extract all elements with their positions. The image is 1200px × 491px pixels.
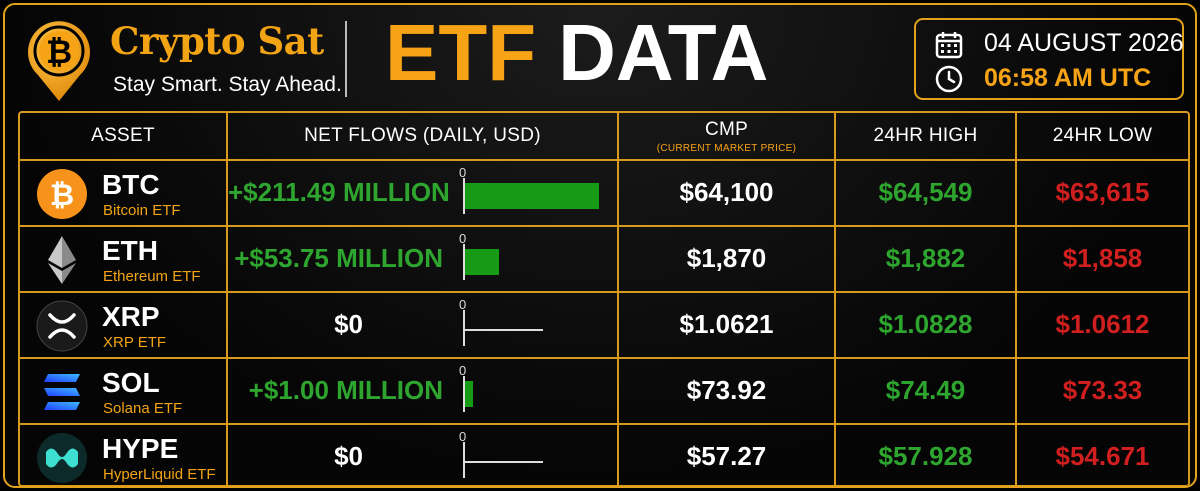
bitcoin-icon: ₿ — [37, 169, 87, 219]
asset-ticker: SOL — [102, 367, 160, 398]
col-divider — [226, 113, 228, 485]
net-flow-value: $0 — [334, 441, 363, 471]
net-flow-value: +$53.75 MILLION — [234, 243, 443, 273]
xrp-icon — [36, 300, 88, 352]
bar-axis — [463, 178, 465, 214]
table-row: ₿ BTC Bitcoin ETF +$211.49 MILLION 0 $64… — [20, 161, 1188, 227]
etf-data-panel: ₿ Crypto Sat Stay Smart. Stay Ahead. ETF… — [3, 3, 1197, 488]
zero-label: 0 — [459, 363, 467, 378]
high-value: $1.0828 — [878, 309, 973, 339]
table-row: XRP XRP ETF $0 0 $1.0621 $1.0828 $1.0612 — [20, 293, 1188, 359]
row-divider — [20, 357, 1188, 359]
zero-label: 0 — [459, 165, 467, 180]
net-flow-value: +$211.49 MILLION — [228, 177, 450, 207]
etf-table: ASSET NET FLOWS (DAILY, USD) CMP (CURREN… — [18, 111, 1190, 486]
header-net-flows: NET FLOWS (DAILY, USD) — [304, 125, 541, 146]
col-divider — [834, 113, 836, 485]
table-row: HYPE HyperLiquid ETF $0 0 $57.27 $57.928… — [20, 425, 1188, 486]
asset-name: Solana ETF — [103, 400, 183, 417]
clock-icon — [935, 65, 963, 93]
low-value: $1.0612 — [1055, 309, 1150, 339]
header-cmp: CMP (CURRENT MARKET PRICE) — [619, 113, 834, 159]
row-divider — [20, 423, 1188, 425]
asset-ticker: BTC — [102, 169, 160, 200]
header-24hr-low: 24HR LOW — [1052, 125, 1153, 146]
asset-name: Bitcoin ETF — [103, 202, 181, 219]
low-value: $1,858 — [1062, 243, 1143, 273]
header-asset: ASSET — [91, 125, 155, 146]
svg-text:₿: ₿ — [50, 178, 74, 213]
cmp-value: $1,870 — [686, 243, 767, 273]
calendar-icon — [935, 32, 963, 59]
svg-text:₿: ₿ — [46, 33, 72, 71]
cmp-value: $57.27 — [686, 441, 767, 471]
bar-axis — [463, 310, 465, 346]
title-etf: ETF — [385, 8, 537, 97]
zero-label: 0 — [459, 297, 467, 312]
bar-baseline — [463, 329, 543, 331]
hyperliquid-icon — [37, 433, 87, 483]
cmp-value: $73.92 — [686, 375, 767, 405]
asset-ticker: XRP — [102, 301, 160, 332]
bar-baseline — [463, 461, 543, 463]
time-text: 06:58 AM UTC — [984, 64, 1152, 92]
net-flow-bar — [465, 183, 599, 209]
row-divider — [20, 225, 1188, 227]
net-flow-value: +$1.00 MILLION — [248, 375, 443, 405]
brand-name: Crypto Sat — [110, 19, 324, 63]
header-24hr-high: 24HR HIGH — [873, 125, 978, 146]
title-data: DATA — [558, 8, 769, 97]
table-row: ETH Ethereum ETF +$53.75 MILLION 0 $1,87… — [20, 227, 1188, 293]
ethereum-icon — [48, 236, 76, 284]
high-value: $57.928 — [878, 441, 973, 471]
high-value: $64,549 — [878, 177, 973, 207]
date-text: 04 AUGUST 2026 — [984, 29, 1184, 57]
col-divider — [1015, 113, 1017, 485]
header-divider — [345, 21, 347, 97]
datetime-box: 04 AUGUST 2026 06:58 AM UTC — [914, 18, 1184, 100]
net-flow-value: $0 — [334, 309, 363, 339]
low-value: $73.33 — [1062, 375, 1143, 405]
bar-axis — [463, 244, 465, 280]
asset-ticker: ETH — [102, 235, 158, 266]
zero-label: 0 — [459, 231, 467, 246]
low-value: $63,615 — [1055, 177, 1150, 207]
low-value: $54.671 — [1055, 441, 1150, 471]
solana-icon — [44, 374, 80, 410]
header-cmp-label: CMP — [704, 118, 749, 140]
net-flow-bar — [465, 249, 500, 275]
net-flow-bar — [465, 381, 473, 407]
col-divider — [617, 113, 619, 485]
brand-tagline: Stay Smart. Stay Ahead. — [113, 73, 342, 96]
bar-axis — [463, 376, 465, 412]
asset-ticker: HYPE — [102, 433, 179, 464]
bar-axis — [463, 442, 465, 478]
cmp-value: $64,100 — [679, 177, 774, 207]
asset-name: Ethereum ETF — [103, 268, 201, 285]
cmp-value: $1.0621 — [679, 309, 774, 339]
high-value: $1,882 — [885, 243, 966, 273]
asset-name: HyperLiquid ETF — [103, 466, 216, 483]
bitcoin-pin-icon: ₿ — [28, 21, 90, 102]
zero-label: 0 — [459, 429, 467, 444]
table-row: SOL Solana ETF +$1.00 MILLION 0 $73.92 $… — [20, 359, 1188, 425]
header-cmp-sub: (CURRENT MARKET PRICE) — [656, 142, 797, 154]
page-title: ETF DATA — [385, 13, 768, 93]
high-value: $74.49 — [885, 375, 966, 405]
row-divider — [20, 159, 1188, 161]
row-divider — [20, 291, 1188, 293]
asset-name: XRP ETF — [103, 334, 167, 351]
